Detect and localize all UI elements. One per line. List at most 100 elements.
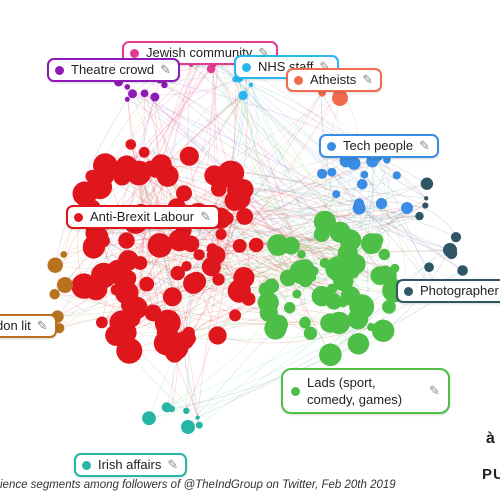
segment-label-atheists[interactable]: Atheists ✎ bbox=[286, 68, 383, 92]
segment-label-tech-people[interactable]: Tech people ✎ bbox=[319, 134, 440, 158]
graph-node-antibrexit[interactable] bbox=[181, 261, 192, 272]
graph-node-lads[interactable] bbox=[320, 313, 340, 333]
graph-node-antibrexit[interactable] bbox=[154, 309, 181, 336]
graph-node-tech[interactable] bbox=[332, 190, 341, 199]
graph-node-antibrexit[interactable] bbox=[110, 284, 122, 296]
graph-node-tech[interactable] bbox=[375, 198, 388, 210]
graph-node-tech[interactable] bbox=[347, 156, 361, 170]
graph-node-antibrexit[interactable] bbox=[193, 249, 205, 261]
graph-node-lads[interactable] bbox=[338, 297, 348, 308]
graph-node-tech[interactable] bbox=[327, 167, 337, 177]
pencil-icon[interactable]: ✎ bbox=[258, 45, 270, 60]
graph-node-lads[interactable] bbox=[279, 269, 297, 287]
graph-node-theatre[interactable] bbox=[161, 81, 168, 89]
graph-node-tech[interactable] bbox=[317, 168, 328, 179]
pencil-icon[interactable]: ✎ bbox=[200, 209, 211, 224]
graph-node-antibrexit[interactable] bbox=[208, 326, 227, 345]
graph-node-lads[interactable] bbox=[257, 292, 279, 314]
graph-node-lads[interactable] bbox=[299, 316, 311, 329]
segment-label-theatre-crowd[interactable]: Theatre crowd ✎ bbox=[47, 58, 180, 82]
graph-node-lads[interactable] bbox=[325, 293, 343, 310]
graph-node-lads[interactable] bbox=[372, 319, 395, 342]
graph-node-antibrexit[interactable] bbox=[118, 232, 135, 249]
pencil-icon[interactable]: ✎ bbox=[160, 62, 171, 77]
graph-node-antibrexit[interactable] bbox=[170, 266, 185, 281]
graph-node-theatre[interactable] bbox=[128, 89, 137, 99]
graph-node-antibrexit[interactable] bbox=[133, 256, 148, 270]
graph-node-lads[interactable] bbox=[264, 317, 287, 340]
graph-node-antibrexit[interactable] bbox=[125, 139, 137, 150]
graph-node-antibrexit[interactable] bbox=[116, 337, 143, 364]
graph-node-antibrexit[interactable] bbox=[138, 146, 150, 158]
graph-node-tech[interactable] bbox=[353, 198, 365, 209]
segment-label-london-lit[interactable]: don lit ✎ bbox=[0, 314, 57, 338]
graph-node-lads[interactable] bbox=[367, 323, 376, 332]
graph-node-antibrexit[interactable] bbox=[121, 295, 139, 314]
graph-node-antibrexit[interactable] bbox=[182, 235, 200, 253]
graph-node-antibrexit[interactable] bbox=[82, 237, 105, 259]
pencil-icon[interactable]: ✎ bbox=[36, 318, 48, 333]
graph-node-jewish[interactable] bbox=[206, 64, 216, 74]
graph-node-lads[interactable] bbox=[295, 259, 315, 278]
segment-label-anti-brexit-labour[interactable]: Anti-Brexit Labour ✎ bbox=[66, 205, 220, 229]
graph-node-lads[interactable] bbox=[329, 221, 351, 243]
graph-node-antibrexit[interactable] bbox=[118, 250, 139, 271]
graph-node-antibrexit[interactable] bbox=[227, 279, 251, 303]
graph-node-antibrexit[interactable] bbox=[186, 271, 207, 292]
graph-node-antibrexit[interactable] bbox=[71, 273, 97, 299]
graph-node-tech[interactable] bbox=[357, 179, 368, 190]
graph-node-antibrexit[interactable] bbox=[93, 153, 118, 178]
graph-node-photographers[interactable] bbox=[422, 202, 429, 209]
graph-node-antibrexit[interactable] bbox=[220, 211, 234, 225]
pencil-icon[interactable]: ✎ bbox=[419, 138, 431, 153]
graph-node-nhs[interactable] bbox=[238, 90, 248, 101]
graph-node-londonlit[interactable] bbox=[57, 277, 73, 293]
graph-node-photographers[interactable] bbox=[415, 211, 424, 221]
graph-node-lads[interactable] bbox=[370, 233, 384, 247]
graph-node-antibrexit[interactable] bbox=[96, 316, 108, 329]
graph-node-lads[interactable] bbox=[334, 258, 344, 268]
graph-node-lads[interactable] bbox=[297, 249, 306, 259]
graph-node-lads[interactable] bbox=[292, 289, 302, 299]
graph-node-antibrexit[interactable] bbox=[236, 208, 254, 225]
graph-node-tech[interactable] bbox=[392, 171, 401, 180]
graph-node-nhs[interactable] bbox=[248, 82, 254, 88]
graph-node-lads[interactable] bbox=[284, 302, 296, 314]
graph-node-lads[interactable] bbox=[309, 266, 319, 276]
graph-node-atheists[interactable] bbox=[332, 90, 348, 106]
graph-node-antibrexit[interactable] bbox=[179, 146, 199, 166]
graph-node-antibrexit[interactable] bbox=[162, 334, 189, 361]
graph-node-irish[interactable] bbox=[181, 420, 195, 434]
graph-node-theatre[interactable] bbox=[124, 96, 130, 102]
pencil-icon[interactable]: ✎ bbox=[319, 59, 331, 74]
graph-node-londonlit[interactable] bbox=[54, 323, 65, 334]
graph-node-irish[interactable] bbox=[168, 405, 176, 413]
graph-node-lads[interactable] bbox=[378, 248, 390, 261]
graph-node-photographers[interactable] bbox=[450, 232, 462, 243]
graph-node-photographers[interactable] bbox=[424, 262, 434, 273]
graph-node-lads[interactable] bbox=[319, 343, 342, 367]
graph-node-antibrexit[interactable] bbox=[215, 228, 227, 240]
graph-node-photographers[interactable] bbox=[457, 265, 468, 276]
graph-node-lads[interactable] bbox=[313, 226, 330, 243]
graph-node-irish[interactable] bbox=[195, 421, 203, 429]
graph-node-antibrexit[interactable] bbox=[156, 164, 179, 187]
graph-node-lads[interactable] bbox=[347, 333, 370, 355]
graph-node-antibrexit[interactable] bbox=[228, 187, 251, 210]
graph-node-antibrexit[interactable] bbox=[157, 246, 168, 257]
graph-node-antibrexit[interactable] bbox=[91, 262, 117, 289]
graph-node-antibrexit[interactable] bbox=[248, 237, 264, 253]
graph-node-irish[interactable] bbox=[142, 411, 156, 426]
graph-node-lads[interactable] bbox=[303, 326, 318, 340]
pencil-icon[interactable]: ✎ bbox=[429, 383, 440, 398]
graph-node-antibrexit[interactable] bbox=[176, 185, 192, 202]
graph-node-lads[interactable] bbox=[267, 234, 289, 256]
graph-node-antibrexit[interactable] bbox=[232, 239, 247, 253]
graph-node-antibrexit[interactable] bbox=[206, 245, 226, 265]
segment-label-photographers[interactable]: Photographer bbox=[396, 279, 500, 303]
graph-node-irish[interactable] bbox=[195, 415, 200, 420]
graph-node-theatre[interactable] bbox=[150, 92, 160, 102]
graph-node-lads[interactable] bbox=[264, 278, 280, 294]
graph-node-photographers[interactable] bbox=[424, 196, 429, 201]
graph-node-antibrexit[interactable] bbox=[229, 309, 242, 322]
